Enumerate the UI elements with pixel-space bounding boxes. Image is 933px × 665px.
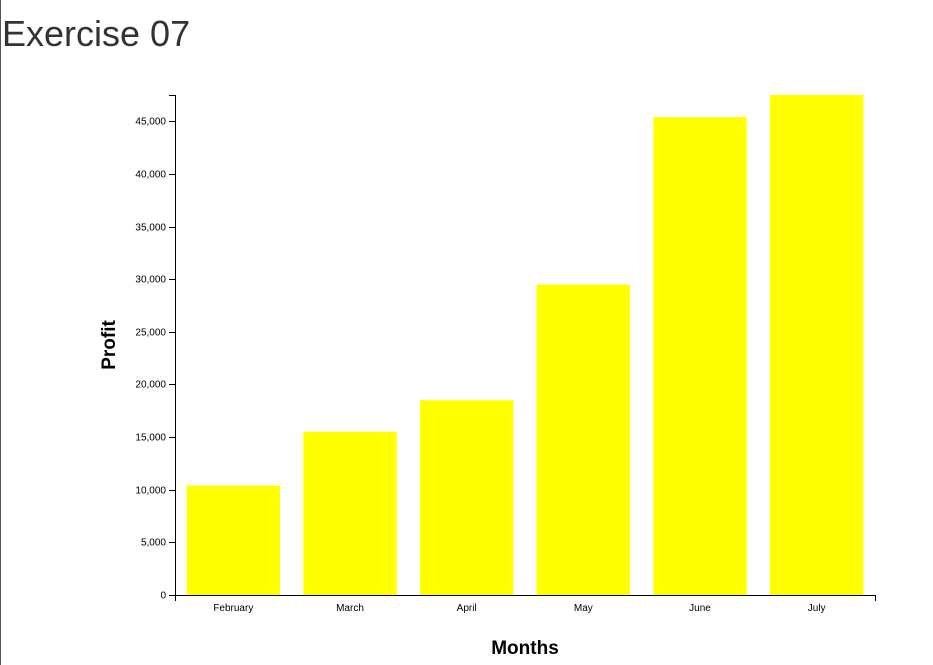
bar-june — [653, 117, 747, 596]
bar-april — [420, 400, 514, 595]
y-axis: 0 5,000 10,000 15,000 20,000 25,000 30,000 35,0… — [135, 95, 176, 602]
y-tick-label: 35,000 — [135, 223, 166, 234]
bar-march — [303, 431, 397, 595]
bar-may — [536, 284, 630, 595]
x-tick-label-june: June — [689, 603, 711, 614]
x-tick-label-february: February — [213, 603, 253, 614]
y-axis-title: Profit — [99, 320, 120, 370]
bars-layer — [186, 95, 864, 596]
bar-february — [186, 485, 280, 595]
x-axis-line — [175, 595, 876, 601]
y-axis-line — [169, 95, 176, 596]
bar-july — [770, 95, 864, 595]
x-tick-label-may: May — [574, 603, 593, 614]
y-tick-label: 10,000 — [135, 486, 166, 497]
y-tick-label: 25,000 — [135, 328, 166, 339]
x-axis-title: Months — [491, 638, 559, 659]
x-tick-label-april: April — [457, 603, 477, 614]
x-tick-label-july: July — [808, 603, 826, 614]
y-tick-label: 5,000 — [141, 538, 166, 549]
page-left-border — [0, 0, 1, 665]
y-tick-label: 20,000 — [135, 380, 166, 391]
y-tick-label: 15,000 — [135, 433, 166, 444]
x-tick-label-march: March — [336, 603, 364, 614]
y-tick-label: 45,000 — [135, 117, 166, 128]
y-tick-label: 30,000 — [135, 275, 166, 286]
x-axis: February March April May June July — [175, 595, 876, 614]
y-tick-label: 40,000 — [135, 170, 166, 181]
y-tick-label: 0 — [160, 591, 166, 602]
page-title: Exercise 07 — [2, 13, 191, 54]
